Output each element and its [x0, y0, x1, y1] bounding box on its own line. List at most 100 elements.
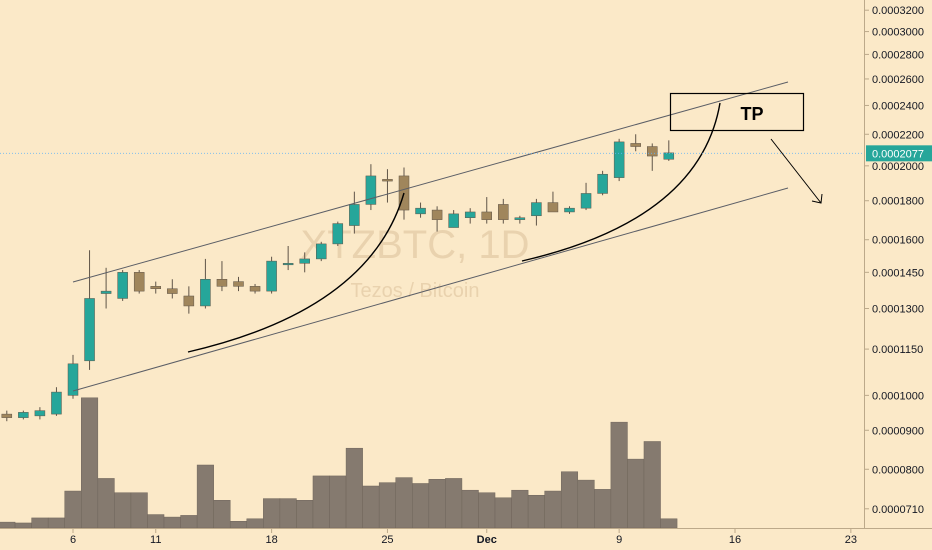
- candle-body: [67, 363, 79, 396]
- candle-body: [481, 211, 492, 220]
- candle-body: [365, 175, 377, 205]
- volume-bar: [97, 478, 115, 529]
- volume-bar: [544, 490, 562, 529]
- volume-bar: [64, 490, 82, 529]
- volume-bar: [213, 500, 231, 529]
- volume-bar: [180, 515, 198, 529]
- y-tick-label: 0.0000710: [872, 504, 924, 516]
- y-tick-label: 0.0001800: [872, 196, 924, 208]
- y-tick-label: 0.0001150: [872, 344, 923, 356]
- volume-bar: [577, 479, 595, 529]
- candle-body: [266, 260, 277, 292]
- candle-body: [613, 141, 625, 178]
- candle-body: [1, 413, 13, 418]
- volume-bar: [627, 458, 645, 529]
- watermark-name: Tezos / Bitcoin: [351, 280, 480, 302]
- candle-body: [547, 202, 559, 213]
- down-arrow: [770, 138, 823, 204]
- volume-bar: [378, 482, 396, 529]
- y-tick-label: 0.0002400: [872, 100, 924, 112]
- volume-bar: [395, 477, 413, 529]
- volume-bar: [130, 492, 148, 529]
- y-tick-label: 0.0001450: [872, 267, 924, 279]
- x-tick-label: 6: [70, 534, 76, 546]
- volume-bar: [0, 521, 16, 529]
- candle-body: [431, 209, 443, 220]
- volume-bar: [494, 497, 512, 529]
- x-tick-label: 11: [150, 534, 161, 546]
- candle-body: [597, 173, 608, 194]
- y-tick-label: 0.0002800: [872, 49, 924, 61]
- candle-body: [167, 288, 178, 294]
- volume-bar: [428, 479, 446, 529]
- candle-body: [349, 204, 360, 226]
- x-tick-label: 9: [616, 534, 622, 546]
- candle-body: [580, 193, 592, 209]
- volume-bar: [14, 522, 32, 529]
- candle-body: [564, 207, 575, 213]
- current-price-label: 0.0002077: [866, 145, 932, 162]
- candle-body: [150, 286, 161, 289]
- candle-body: [249, 286, 261, 292]
- volume-bar: [329, 475, 347, 529]
- volume-bar: [147, 514, 165, 529]
- volume-bar: [527, 494, 545, 529]
- volume-bar: [279, 498, 297, 529]
- volume-bar: [445, 478, 463, 529]
- candle-body: [282, 263, 294, 266]
- volume-bar: [511, 489, 529, 529]
- y-tick-label: 0.0000900: [872, 425, 924, 437]
- volume-bar: [246, 518, 264, 529]
- tp-target-box[interactable]: [669, 92, 805, 132]
- candle-body: [514, 217, 526, 220]
- candle-body: [448, 213, 459, 228]
- volume-bar: [47, 517, 65, 529]
- candle-body: [183, 295, 195, 307]
- candle-body: [34, 410, 46, 417]
- y-axis-ticks: 0.0003200 0.0003000 0.0002800 0.0002600 0.00…: [864, 5, 924, 516]
- volume-bar: [594, 489, 612, 529]
- x-tick-label: Dec: [477, 534, 497, 546]
- candle-body: [498, 204, 509, 220]
- candle-body: [216, 279, 228, 287]
- candle-body: [100, 290, 112, 294]
- y-tick-label: 0.0001600: [872, 235, 924, 247]
- tp-label: TP: [740, 104, 763, 124]
- volume-bar: [660, 518, 678, 529]
- x-tick-label: 16: [729, 534, 741, 546]
- x-axis-ticks: 6 11 18 25 Dec 9 16 23: [70, 528, 857, 546]
- candle-body: [464, 211, 476, 218]
- current-price-badge: [866, 145, 932, 162]
- candle-body: [663, 152, 675, 160]
- x-tick-label: 25: [381, 534, 393, 546]
- volume-bar: [412, 483, 430, 529]
- volume-bar: [31, 517, 49, 529]
- volume-bar: [560, 471, 579, 529]
- volume-bar: [263, 498, 281, 529]
- volume-bar: [362, 485, 380, 529]
- candle-body: [133, 272, 145, 292]
- candle-body: [415, 207, 426, 215]
- volume-bar: [610, 421, 628, 529]
- volume-bar: [163, 516, 181, 529]
- curve-parabola-1: [187, 192, 405, 353]
- channel-upper-line: [72, 81, 789, 283]
- candle-body: [531, 202, 542, 217]
- candle-body: [51, 391, 62, 415]
- drawings: TP: [72, 81, 823, 392]
- volume-bar: [296, 500, 314, 529]
- volume-bar: [312, 475, 330, 529]
- volume-bar: [478, 492, 496, 529]
- candle-body: [647, 146, 658, 157]
- volume-bar: [345, 447, 363, 529]
- volume-bar: [81, 397, 99, 529]
- volume-bar: [196, 464, 214, 529]
- y-tick-label: 0.0001300: [872, 303, 924, 315]
- volume-bar: [461, 489, 479, 529]
- candle-body: [200, 279, 211, 307]
- candle-body: [18, 412, 29, 418]
- candle-body: [117, 272, 128, 299]
